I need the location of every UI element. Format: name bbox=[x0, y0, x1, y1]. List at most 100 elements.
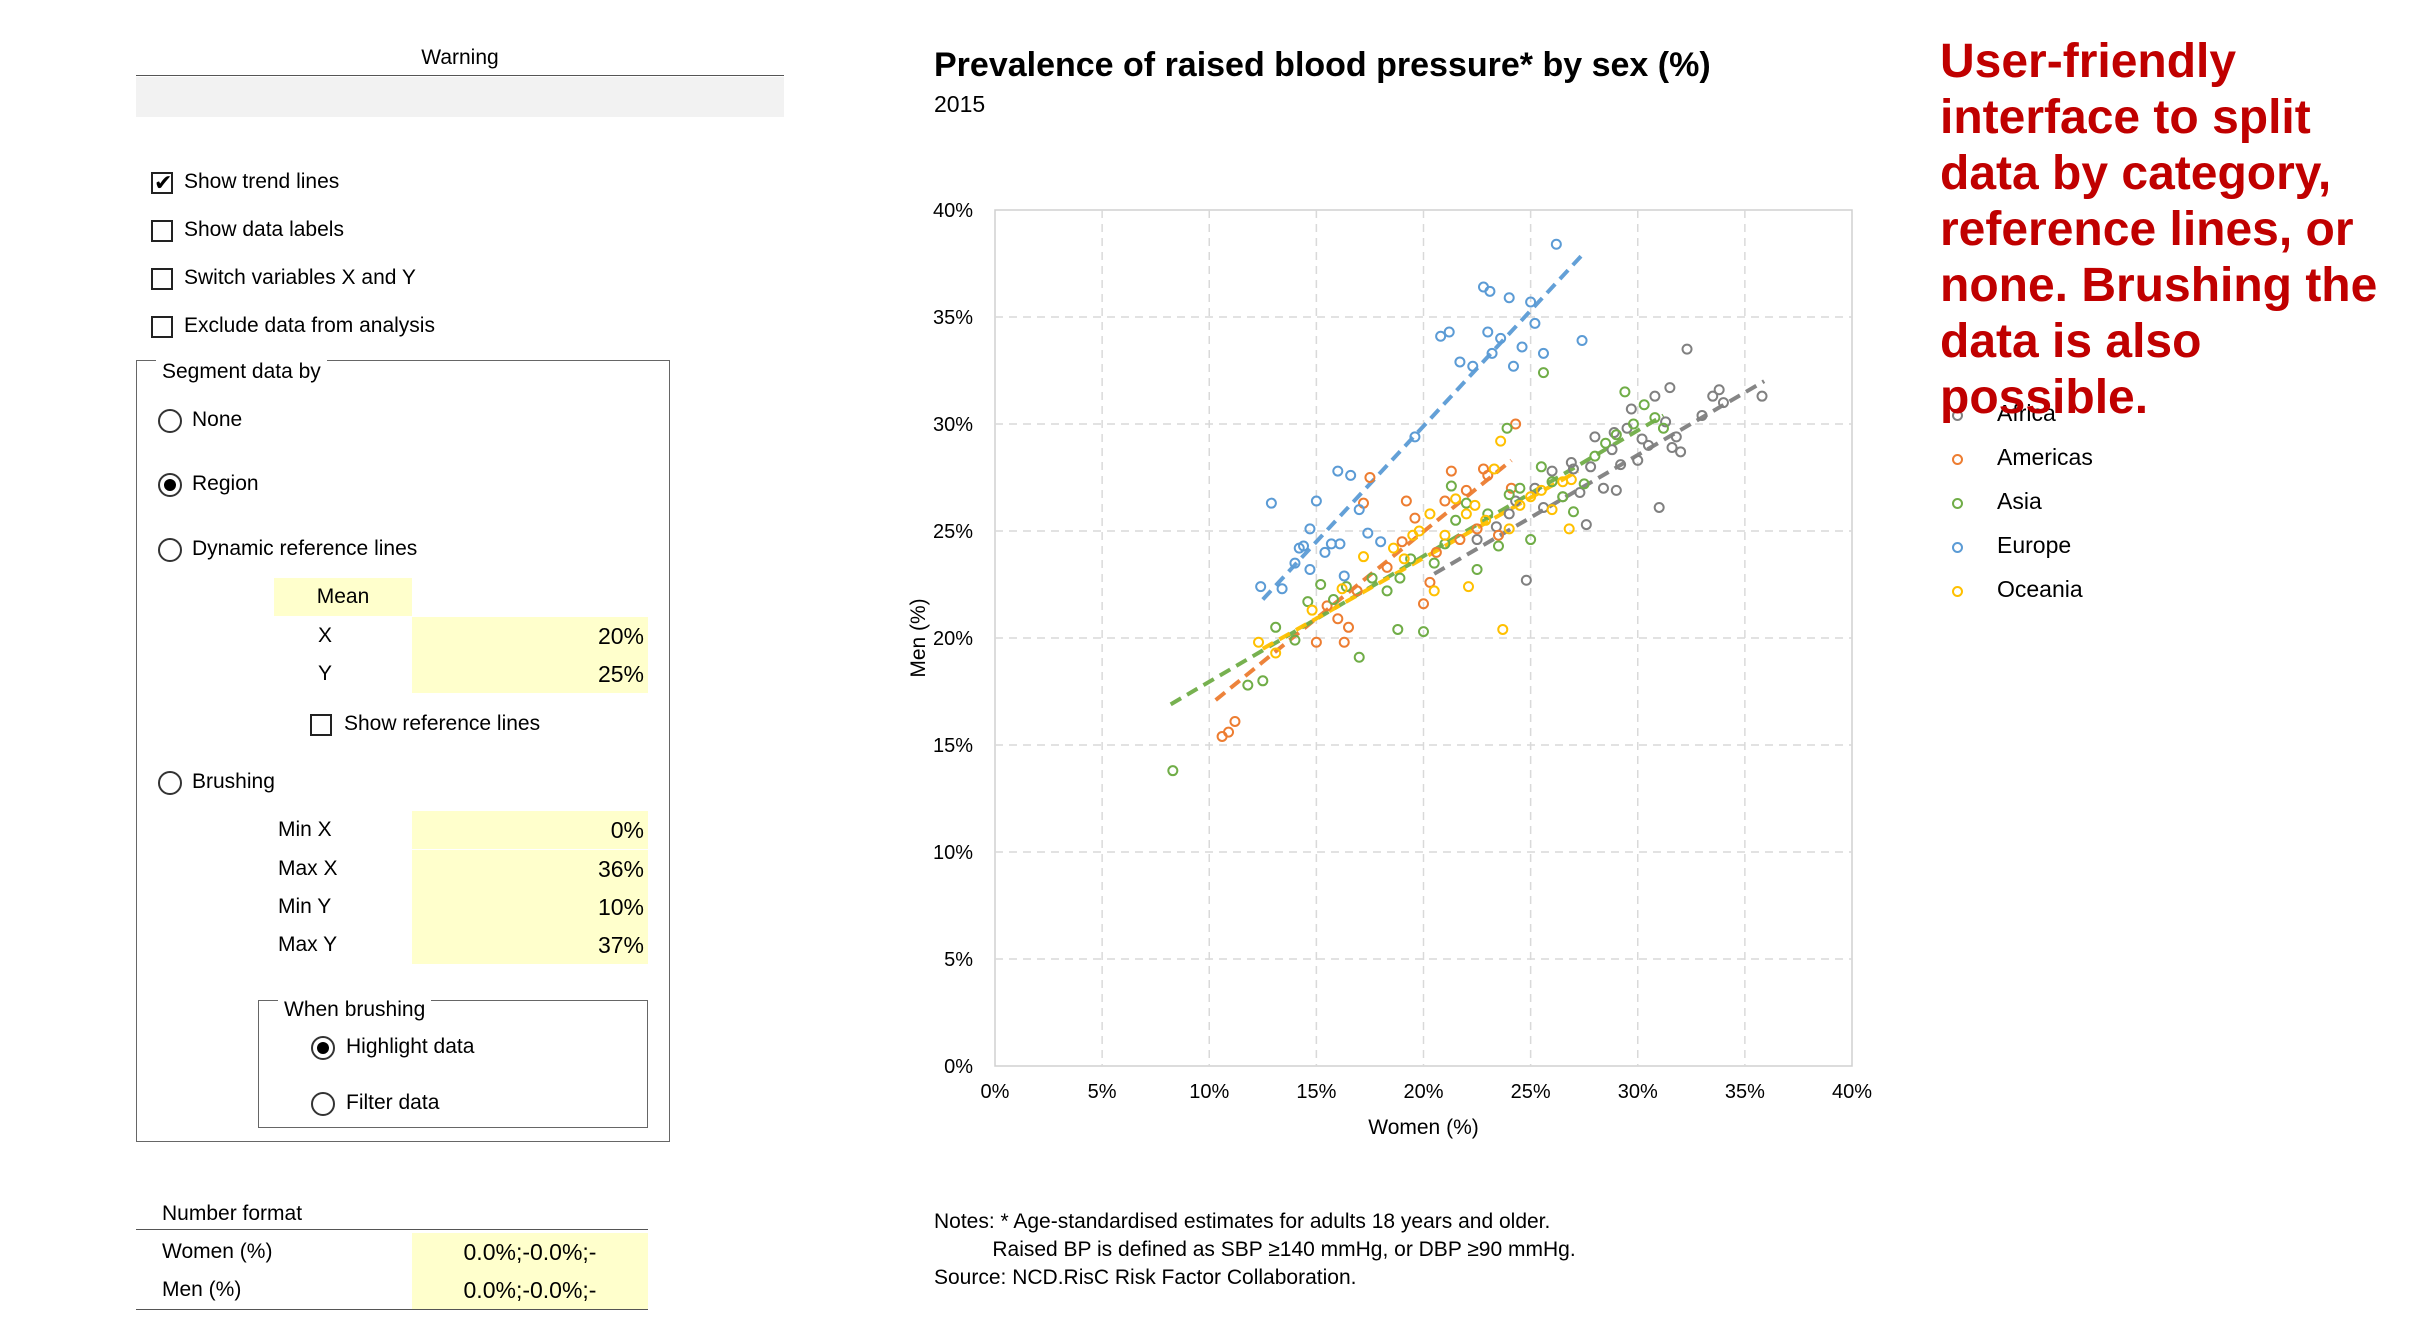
point-oceania bbox=[1306, 604, 1318, 616]
x-tick-label: 30% bbox=[1618, 1081, 1658, 1103]
point-asia bbox=[1649, 412, 1661, 424]
point-europe bbox=[1375, 536, 1387, 548]
point-africa bbox=[1585, 461, 1597, 473]
segment-brushing-radio[interactable] bbox=[158, 771, 182, 795]
x-axis-label: Women (%) bbox=[1368, 1116, 1478, 1139]
legend-label: Oceania bbox=[1997, 576, 2083, 602]
number-format-title: Number format bbox=[162, 1202, 303, 1225]
warning-divider bbox=[136, 75, 784, 76]
mean-y-label: Y bbox=[318, 662, 333, 685]
y-axis-label: Men (%) bbox=[907, 598, 930, 677]
point-asia bbox=[1492, 540, 1504, 552]
mean-header: Mean bbox=[274, 578, 412, 616]
legend-item-americas: Americas bbox=[1940, 444, 2093, 471]
mean-x-value[interactable]: 20% bbox=[412, 617, 648, 655]
point-asia bbox=[1450, 514, 1462, 526]
x-tick-label: 35% bbox=[1725, 1081, 1765, 1103]
point-oceania bbox=[1462, 581, 1474, 593]
women-format-value[interactable]: 0.0%;-0.0%;- bbox=[412, 1233, 648, 1271]
point-americas bbox=[1381, 561, 1393, 573]
brush-max-x-value[interactable]: 36% bbox=[412, 850, 648, 888]
point-asia bbox=[1405, 553, 1417, 565]
x-tick-label: 15% bbox=[1296, 1081, 1336, 1103]
warning-value bbox=[136, 77, 784, 117]
filter-data-radio[interactable] bbox=[311, 1092, 335, 1116]
legend-label: Europe bbox=[1997, 532, 2072, 558]
point-americas bbox=[1424, 576, 1436, 588]
point-americas bbox=[1471, 523, 1483, 535]
legend-label: Africa bbox=[1997, 400, 2056, 426]
point-europe bbox=[1334, 538, 1346, 550]
point-oceania bbox=[1424, 508, 1436, 520]
point-europe bbox=[1293, 542, 1305, 554]
segment-data-title: Segment data by bbox=[156, 360, 327, 384]
point-asia bbox=[1315, 579, 1327, 590]
point-oceania bbox=[1497, 623, 1509, 635]
point-oceania bbox=[1336, 583, 1348, 595]
point-africa bbox=[1660, 416, 1672, 428]
show-trend-lines-checkbox[interactable] bbox=[151, 170, 173, 196]
point-africa bbox=[1632, 454, 1644, 466]
brush-min-x-label: Min X bbox=[278, 818, 332, 841]
point-asia bbox=[1589, 450, 1601, 462]
point-africa bbox=[1606, 444, 1618, 456]
y-tick-label: 5% bbox=[944, 949, 973, 971]
point-europe bbox=[1304, 523, 1316, 535]
point-asia bbox=[1501, 422, 1513, 434]
brush-min-y-value[interactable]: 10% bbox=[412, 888, 648, 926]
point-africa bbox=[1653, 501, 1665, 513]
point-africa bbox=[1675, 446, 1687, 458]
point-europe bbox=[1482, 326, 1494, 338]
point-africa bbox=[1608, 427, 1620, 439]
switch-variables-label: Switch variables X and Y bbox=[184, 266, 416, 289]
segment-data-group bbox=[136, 360, 670, 1142]
point-oceania bbox=[1407, 529, 1419, 541]
switch-variables-checkbox[interactable] bbox=[151, 268, 173, 290]
show-trend-lines-label: Show trend lines bbox=[184, 170, 340, 193]
point-oceania bbox=[1488, 463, 1500, 475]
point-americas bbox=[1343, 621, 1355, 633]
point-europe bbox=[1319, 546, 1331, 558]
men-format-value[interactable]: 0.0%;-0.0%;- bbox=[412, 1271, 648, 1309]
legend-marker-icon bbox=[1952, 453, 1963, 465]
point-americas bbox=[1492, 529, 1504, 541]
exclude-data-checkbox[interactable] bbox=[151, 316, 173, 338]
point-europe bbox=[1484, 285, 1496, 297]
point-africa bbox=[1565, 457, 1577, 469]
point-africa bbox=[1717, 397, 1729, 409]
legend-item-europe: Europe bbox=[1940, 532, 2071, 559]
point-europe bbox=[1529, 317, 1541, 329]
brush-min-x-value[interactable]: 0% bbox=[412, 811, 648, 849]
y-tick-label: 35% bbox=[933, 307, 973, 329]
point-europe bbox=[1338, 570, 1350, 582]
point-asia bbox=[1482, 508, 1494, 520]
point-oceania bbox=[1460, 508, 1472, 520]
segment-region-radio[interactable] bbox=[158, 473, 182, 497]
mean-y-value[interactable]: 25% bbox=[412, 655, 648, 693]
point-asia bbox=[1535, 461, 1547, 473]
point-europe bbox=[1332, 465, 1344, 477]
point-asia bbox=[1503, 489, 1515, 501]
segment-none-radio[interactable] bbox=[158, 409, 182, 433]
point-africa bbox=[1503, 508, 1515, 520]
point-americas bbox=[1332, 613, 1344, 625]
point-europe bbox=[1525, 296, 1537, 308]
show-data-labels-checkbox[interactable] bbox=[151, 220, 173, 242]
point-americas bbox=[1229, 715, 1241, 727]
chart-title: Prevalence of raised blood pressure* by … bbox=[934, 46, 1711, 84]
point-europe bbox=[1362, 527, 1374, 539]
point-asia bbox=[1557, 491, 1569, 503]
point-asia bbox=[1537, 367, 1549, 379]
point-americas bbox=[1351, 585, 1363, 597]
brush-max-y-value[interactable]: 37% bbox=[412, 926, 648, 964]
highlight-data-radio[interactable] bbox=[311, 1036, 335, 1060]
point-asia bbox=[1460, 497, 1472, 509]
point-oceania bbox=[1525, 491, 1537, 503]
point-oceania bbox=[1358, 551, 1370, 563]
point-africa bbox=[1597, 482, 1609, 494]
segment-region-label: Region bbox=[192, 472, 259, 495]
show-reference-lines-checkbox[interactable] bbox=[310, 714, 332, 736]
segment-dynamic-ref-radio[interactable] bbox=[158, 538, 182, 562]
point-oceania bbox=[1563, 523, 1575, 535]
point-africa bbox=[1537, 501, 1549, 513]
